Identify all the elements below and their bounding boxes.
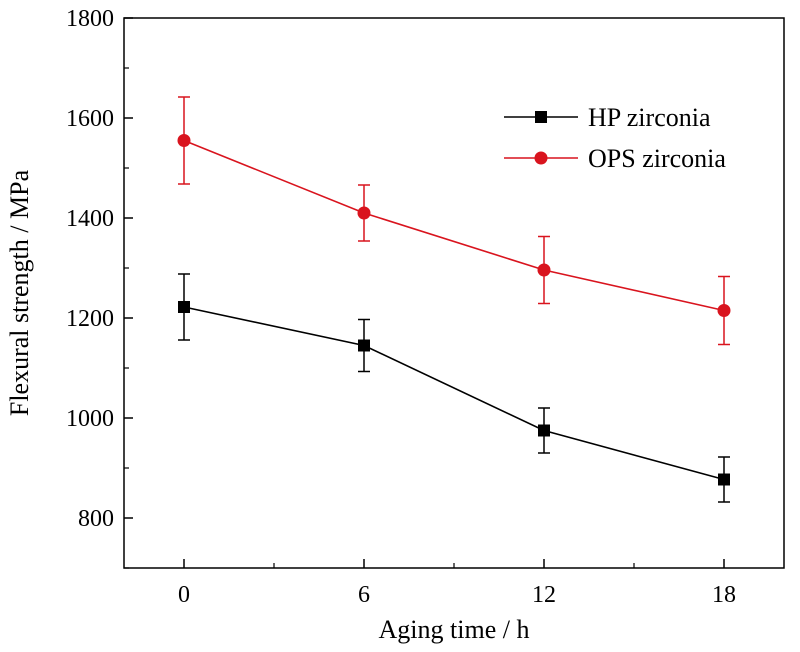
series-line	[183, 139, 725, 312]
data-point	[718, 473, 730, 486]
axes: 0 6 12 18 800 1000 1200 1400 1600 1800	[66, 6, 736, 608]
series-ops-zirconia	[177, 96, 731, 346]
y-axis-title: Flexural strength / MPa	[5, 169, 34, 416]
legend: HP zirconia OPS zirconia	[504, 103, 726, 173]
data-point	[538, 424, 550, 437]
plot-frame	[123, 17, 785, 569]
series-layer	[177, 96, 731, 503]
x-tick-label: 18	[712, 582, 736, 608]
x-tick-label: 6	[358, 582, 370, 608]
data-point	[717, 304, 731, 317]
y-tick-label: 1200	[66, 306, 114, 332]
legend-marker-ops	[534, 151, 548, 165]
data-point	[177, 134, 191, 147]
y-tick-label: 1000	[66, 406, 114, 432]
y-tick-label: 1400	[66, 206, 114, 232]
legend-marker-hp	[535, 111, 547, 123]
y-tick-label: 800	[78, 506, 114, 532]
x-tick-label: 0	[178, 582, 190, 608]
data-point	[178, 301, 190, 313]
data-point	[357, 206, 371, 220]
y-tick-label: 1800	[66, 6, 114, 32]
legend-label-hp: HP zirconia	[588, 103, 711, 132]
x-tick-label: 12	[532, 582, 556, 608]
legend-label-ops: OPS zirconia	[588, 144, 726, 173]
data-point	[537, 263, 551, 277]
data-point	[358, 339, 370, 352]
series-hp-zirconia	[178, 273, 730, 503]
series-line	[183, 306, 725, 481]
x-axis-title: Aging time / h	[379, 615, 530, 644]
y-tick-label: 1600	[66, 106, 114, 132]
